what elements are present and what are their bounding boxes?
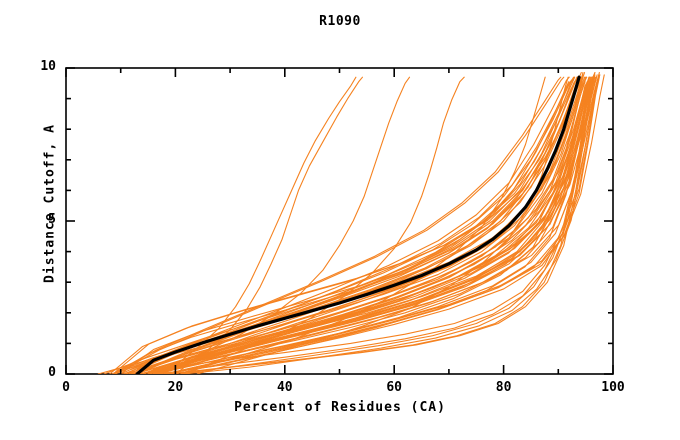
series-line-model xyxy=(152,76,596,374)
x-tick-label: 40 xyxy=(276,380,293,395)
x-tick-label: 0 xyxy=(62,380,70,395)
x-tick-label: 60 xyxy=(386,380,403,395)
series-line-model xyxy=(136,81,588,374)
series-line-model xyxy=(155,78,594,374)
y-axis-label: Distance Cutoff, A xyxy=(42,124,58,283)
series-line-model xyxy=(180,76,595,374)
series-group xyxy=(97,72,605,374)
series-line-model xyxy=(125,76,570,374)
series-line-model xyxy=(164,74,601,373)
series-line-model xyxy=(166,76,594,374)
series-line-model xyxy=(114,76,565,374)
x-tick-label: 100 xyxy=(601,380,625,395)
series-line-model xyxy=(131,76,586,374)
y-tick-label: 5 xyxy=(48,212,56,227)
series-line-model xyxy=(157,81,592,374)
series-line-model xyxy=(103,76,576,374)
x-axis-label: Percent of Residues (CA) xyxy=(234,400,446,415)
series-line-model xyxy=(111,76,562,374)
y-tick-label: 0 xyxy=(48,365,56,380)
series-line-model xyxy=(158,76,595,374)
x-tick-label: 20 xyxy=(167,380,184,395)
series-line-model xyxy=(183,78,598,374)
series-line-model xyxy=(139,76,590,374)
series-line-model xyxy=(185,76,465,374)
series-line-model xyxy=(196,76,569,374)
series-line-model xyxy=(158,72,596,370)
series-line-model xyxy=(152,72,596,370)
series-line-model xyxy=(128,78,573,374)
series-line-model xyxy=(163,76,357,374)
series-line-model xyxy=(120,76,582,374)
series-line-model xyxy=(174,76,364,374)
y-tick-label: 10 xyxy=(40,59,56,74)
series-line-model xyxy=(174,76,600,374)
page-title: R1090 xyxy=(319,14,361,29)
series-line-model xyxy=(114,81,576,374)
series-line-model xyxy=(134,78,590,374)
series-line-model xyxy=(97,81,570,374)
x-tick-label: 80 xyxy=(495,380,512,395)
series-line-model xyxy=(175,74,605,373)
axis-ticks xyxy=(65,67,614,375)
series-line-median xyxy=(135,75,581,374)
series-line-model xyxy=(131,76,587,374)
